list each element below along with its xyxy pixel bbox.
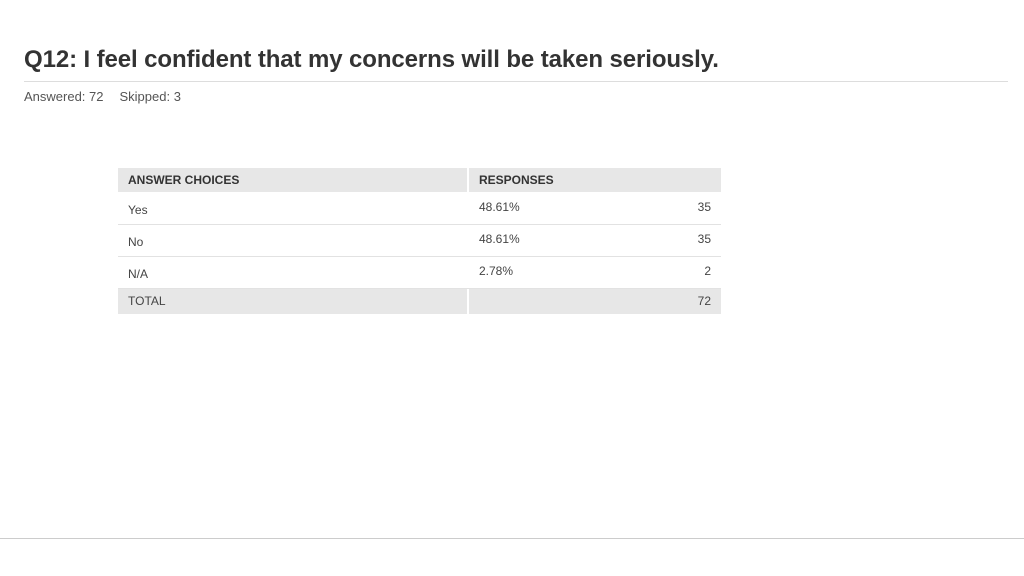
total-cell: 72 — [467, 289, 721, 314]
table-total-row: TOTAL 72 — [118, 289, 721, 314]
title-divider — [24, 81, 1008, 82]
skipped-count: Skipped: 3 — [119, 89, 181, 104]
response-cell: 48.61% 35 — [467, 225, 721, 256]
table-row: No 48.61% 35 — [118, 225, 721, 257]
table-row: N/A 2.78% 2 — [118, 257, 721, 289]
response-count: 35 — [697, 200, 711, 214]
answered-count: Answered: 72 — [24, 89, 104, 104]
answer-choice: No — [128, 235, 144, 249]
header-answer-choices: ANSWER CHOICES — [128, 173, 240, 187]
total-label: TOTAL — [128, 294, 166, 308]
answer-choice: Yes — [128, 203, 148, 217]
response-count: 35 — [697, 232, 711, 246]
header-responses: RESPONSES — [467, 168, 721, 192]
response-percent: 48.61% — [479, 232, 520, 246]
footer-divider — [0, 538, 1024, 539]
response-percent: 48.61% — [479, 200, 520, 214]
response-percent: 2.78% — [479, 264, 514, 278]
question-title: Q12: I feel confident that my concerns w… — [24, 46, 719, 73]
response-cell: 2.78% 2 — [467, 257, 721, 288]
table-header-row: ANSWER CHOICES RESPONSES — [118, 168, 721, 193]
total-count: 72 — [697, 294, 711, 308]
answer-choice: N/A — [128, 267, 149, 281]
response-cell: 48.61% 35 — [467, 193, 721, 224]
response-count: 2 — [704, 264, 711, 278]
response-stats: Answered: 72 Skipped: 3 — [24, 89, 181, 104]
results-table: ANSWER CHOICES RESPONSES Yes 48.61% 35 N… — [118, 168, 721, 314]
table-row: Yes 48.61% 35 — [118, 193, 721, 225]
